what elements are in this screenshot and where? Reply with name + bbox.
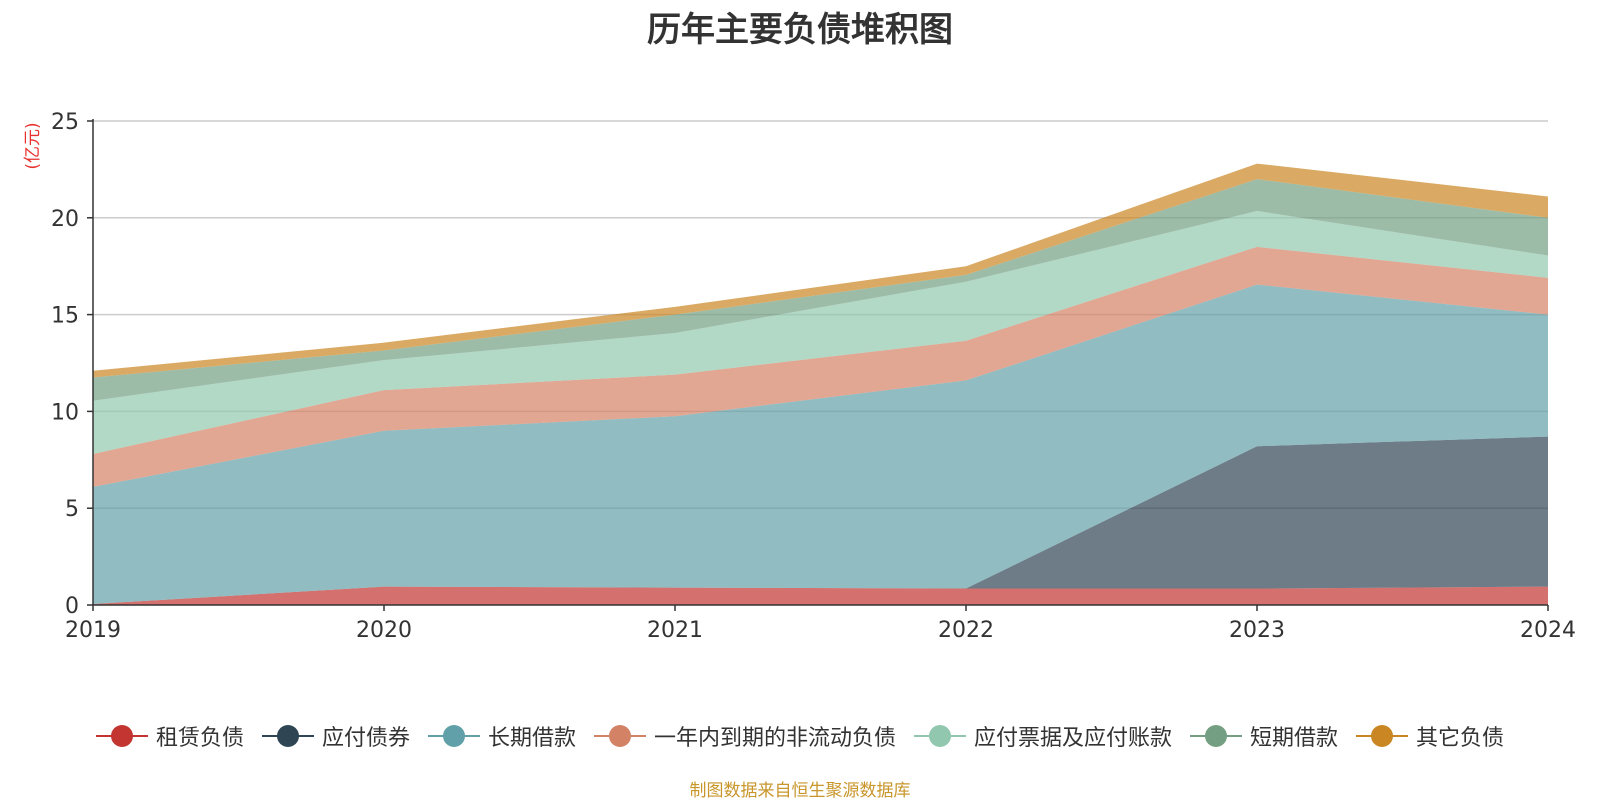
legend-item-1[interactable]: 租赁负债 [95,720,244,752]
legend-label: 其它负债 [1416,726,1505,751]
x-tick-label: 2024 [1520,618,1576,643]
legend-marker-icon [427,725,480,747]
legend-label: 短期借款 [1250,726,1339,751]
y-tick-label: 10 [51,400,79,425]
legend-label: 长期借款 [487,726,576,751]
y-axis-unit-label: (亿元) [23,122,43,169]
legend-item-5[interactable]: 应付票据及应付账款 [914,720,1172,752]
legend-item-7[interactable]: 其它负债 [1356,720,1504,752]
source-note: 制图数据来自恒生聚源数据库 [689,781,911,801]
legend-marker-icon [261,725,314,747]
legend-marker-icon [95,725,148,747]
legend-marker-icon [1356,725,1409,747]
area-series-1 [93,586,1548,605]
x-tick-label: 2022 [938,618,994,643]
area-series-group [93,163,1548,605]
y-tick-label: 15 [51,304,79,329]
area-series-2 [93,436,1548,605]
chart-title: 历年主要负债堆积图 [647,10,953,50]
legend-label: 应付债券 [321,726,410,751]
y-tick-label: 0 [65,594,79,619]
x-tick-label: 2021 [647,618,703,643]
y-tick-label: 25 [51,110,79,135]
legend-marker-icon [1190,725,1243,747]
area-series-6 [93,179,1548,401]
axes: 0 5 10 15 20 25 2019 2020 2021 2022 2023 2024 [51,110,1576,643]
legend-label: 应付票据及应付账款 [974,726,1173,751]
y-tick-label: 20 [51,207,79,232]
area-series-5 [93,211,1548,454]
x-tick-label: 2023 [1229,618,1285,643]
x-tick-label: 2020 [356,618,412,643]
legend-marker-icon [914,725,966,747]
legend-label: 一年内到期的非流动负债 [653,726,896,751]
legend-item-2[interactable]: 应付债券 [261,720,410,752]
legend-marker-icon [593,725,646,747]
area-series-3 [93,284,1548,605]
area-series-4 [93,246,1548,487]
area-series-7 [93,163,1548,378]
x-tick-label: 2019 [65,618,121,643]
legend-item-4[interactable]: 一年内到期的非流动负债 [593,720,896,752]
legend-item-3[interactable]: 长期借款 [427,720,576,752]
legend: 租赁负债 应付债券 长期借款 一年内到期的非流动负债 应付票据及应付账款 短期借款 其它负债 [0,718,1600,754]
legend-item-6[interactable]: 短期借款 [1190,720,1338,752]
legend-label: 租赁负债 [155,726,244,751]
y-tick-label: 5 [65,497,79,522]
